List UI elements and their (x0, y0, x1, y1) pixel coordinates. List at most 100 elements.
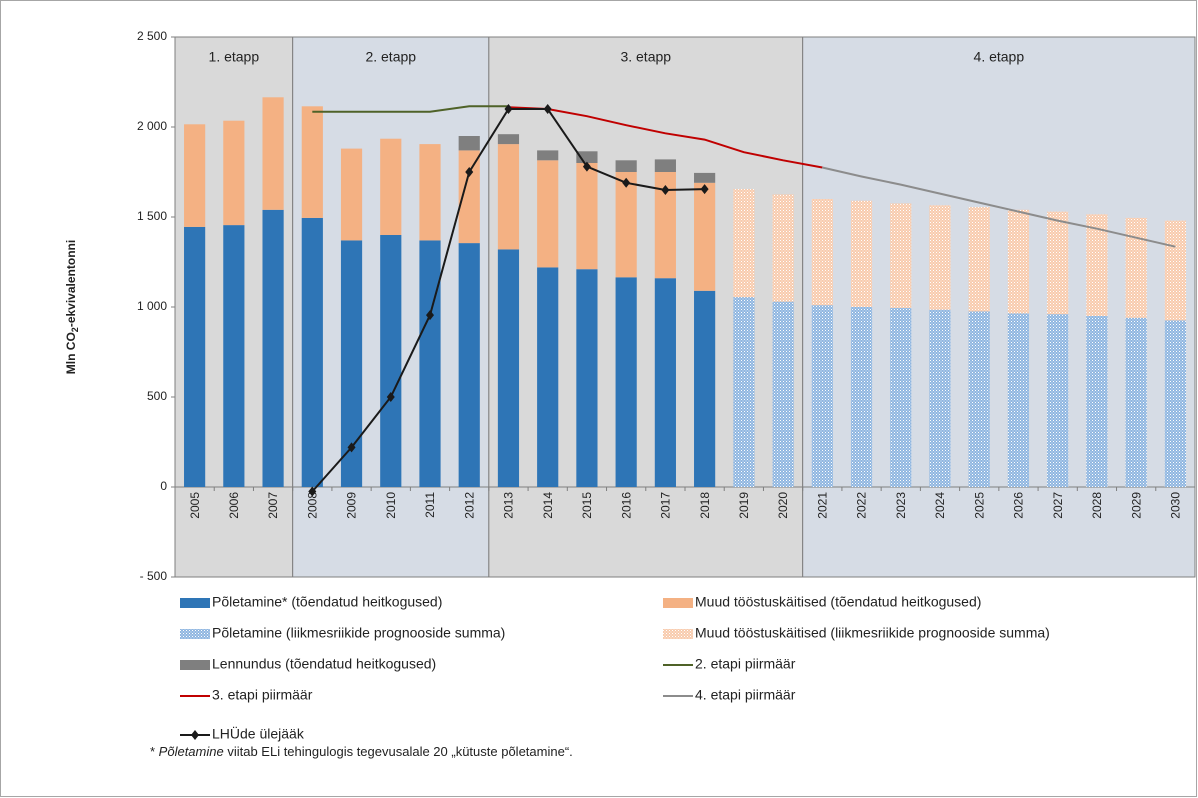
legend-swatch (663, 629, 693, 639)
x-tick-label: 2017 (659, 492, 673, 519)
bar-segment (850, 307, 873, 487)
line (508, 106, 823, 169)
x-tick-label: 2024 (933, 492, 947, 519)
bar-segment (419, 144, 441, 241)
x-tick-label: 2028 (1090, 492, 1104, 519)
legend-label: 3. etapi piirmäär (212, 687, 313, 703)
x-tick-label: 2011 (423, 492, 437, 518)
x-tick-label: 2008 (305, 492, 319, 519)
y-label-sub: 2 (70, 327, 80, 332)
line (822, 166, 1176, 248)
x-tick-label: 2015 (580, 492, 594, 519)
x-tick-label: 2026 (1012, 492, 1026, 519)
y-tick-label: 2 500 (137, 29, 167, 43)
x-tick-label: 2018 (698, 492, 712, 519)
bar-segment (733, 189, 755, 298)
footnote-part: Põletamine (159, 744, 224, 759)
legend-label: Lennundus (tõendatud heitkogused) (212, 656, 436, 672)
legend-swatch (180, 629, 210, 639)
bar-segment (537, 267, 559, 487)
bar-segment (340, 240, 363, 487)
y-tick-label: - 500 (140, 569, 168, 583)
marker (465, 167, 474, 177)
bar-segment (458, 243, 480, 487)
legend-swatch (663, 598, 693, 608)
bar-segment (1125, 217, 1147, 318)
x-tick-label: 2029 (1129, 492, 1143, 519)
x-tick-label: 2006 (227, 492, 241, 519)
bar-segment (458, 136, 480, 151)
marker (661, 185, 670, 195)
bar-segment (694, 182, 716, 291)
x-tick-label: 2021 (815, 492, 829, 519)
x-tick-label: 2030 (1169, 492, 1183, 519)
x-tick-label: 2014 (541, 492, 555, 519)
bar-segment (223, 120, 245, 226)
bar-segment (497, 249, 520, 487)
legend-swatch (180, 598, 210, 608)
bar-segment (929, 205, 951, 310)
bar-segment (968, 311, 990, 487)
legend-label: Muud tööstuskäitised (liikmesriikide pro… (695, 625, 1050, 641)
legend-label: Põletamine* (tõendatud heitkogused) (212, 594, 442, 610)
bar-segment (537, 150, 559, 161)
bar-segment (772, 194, 794, 302)
bar-segment (537, 160, 559, 268)
bar-segment (890, 203, 912, 308)
marker (347, 442, 356, 453)
x-tick-label: 2022 (855, 492, 869, 519)
phase-label: 3. etapp (620, 49, 671, 65)
marker (700, 184, 709, 195)
phase-region (488, 36, 804, 578)
legend-label: 4. etapi piirmäär (695, 687, 796, 703)
legend-swatch (180, 660, 210, 670)
y-tick-label: 1 000 (137, 299, 167, 313)
bar-segment (262, 209, 284, 488)
bar-segment (1047, 314, 1069, 487)
bar-segment (694, 172, 716, 183)
y-tick-label: 1 500 (137, 209, 167, 223)
bar-segment (811, 305, 833, 487)
bar-segment (262, 97, 284, 210)
bar-segment (694, 290, 716, 487)
x-tick-label: 2020 (776, 492, 790, 519)
phase-label: 1. etapp (209, 49, 260, 65)
x-tick-label: 2007 (266, 492, 280, 519)
bar-segment (419, 240, 441, 487)
legend-label: Muud tööstuskäitised (tõendatud heitkogu… (695, 594, 981, 610)
x-tick-label: 2010 (384, 492, 398, 519)
y-tick-label: 0 (160, 479, 167, 493)
bar-segment (576, 269, 598, 487)
bar-segment (654, 172, 676, 279)
bar-segment (654, 159, 676, 172)
phase-backgrounds (174, 36, 1196, 578)
phase-label: 4. etapp (974, 49, 1025, 65)
bar-segment (184, 226, 206, 487)
bar-segment (380, 235, 402, 487)
legend-label: LHÜde ülejääk (212, 725, 305, 742)
bar-segment (1164, 320, 1186, 487)
footnote-part: viitab ELi tehingulogis tegevusalale 20 … (224, 744, 573, 759)
legend-label: Põletamine (liikmesriikide prognooside s… (212, 625, 505, 641)
bar-segment (615, 277, 637, 487)
bar-segment (968, 207, 990, 312)
phase-label: 2. etapp (365, 49, 416, 65)
bar-segment (497, 134, 520, 145)
bar-segment (772, 301, 794, 487)
y-label-part: -ekvivalentonni (64, 240, 78, 327)
bar-segment (223, 225, 245, 487)
bar-segment (654, 278, 676, 487)
y-axis-label: Mln CO2-ekvivalentonni (64, 240, 80, 374)
bar-segment (929, 309, 951, 487)
bar-segment (1125, 317, 1147, 487)
bar-segment (184, 124, 206, 227)
bar-segment (1047, 211, 1069, 315)
footnote: * Põletamine viitab ELi tehingulogis teg… (150, 744, 573, 759)
bar-segment (850, 200, 873, 307)
line (312, 105, 509, 113)
bar-segment (301, 217, 323, 487)
x-tick-label: 2016 (619, 492, 633, 519)
legend-marker (191, 730, 199, 740)
bar-segment (1086, 316, 1108, 487)
